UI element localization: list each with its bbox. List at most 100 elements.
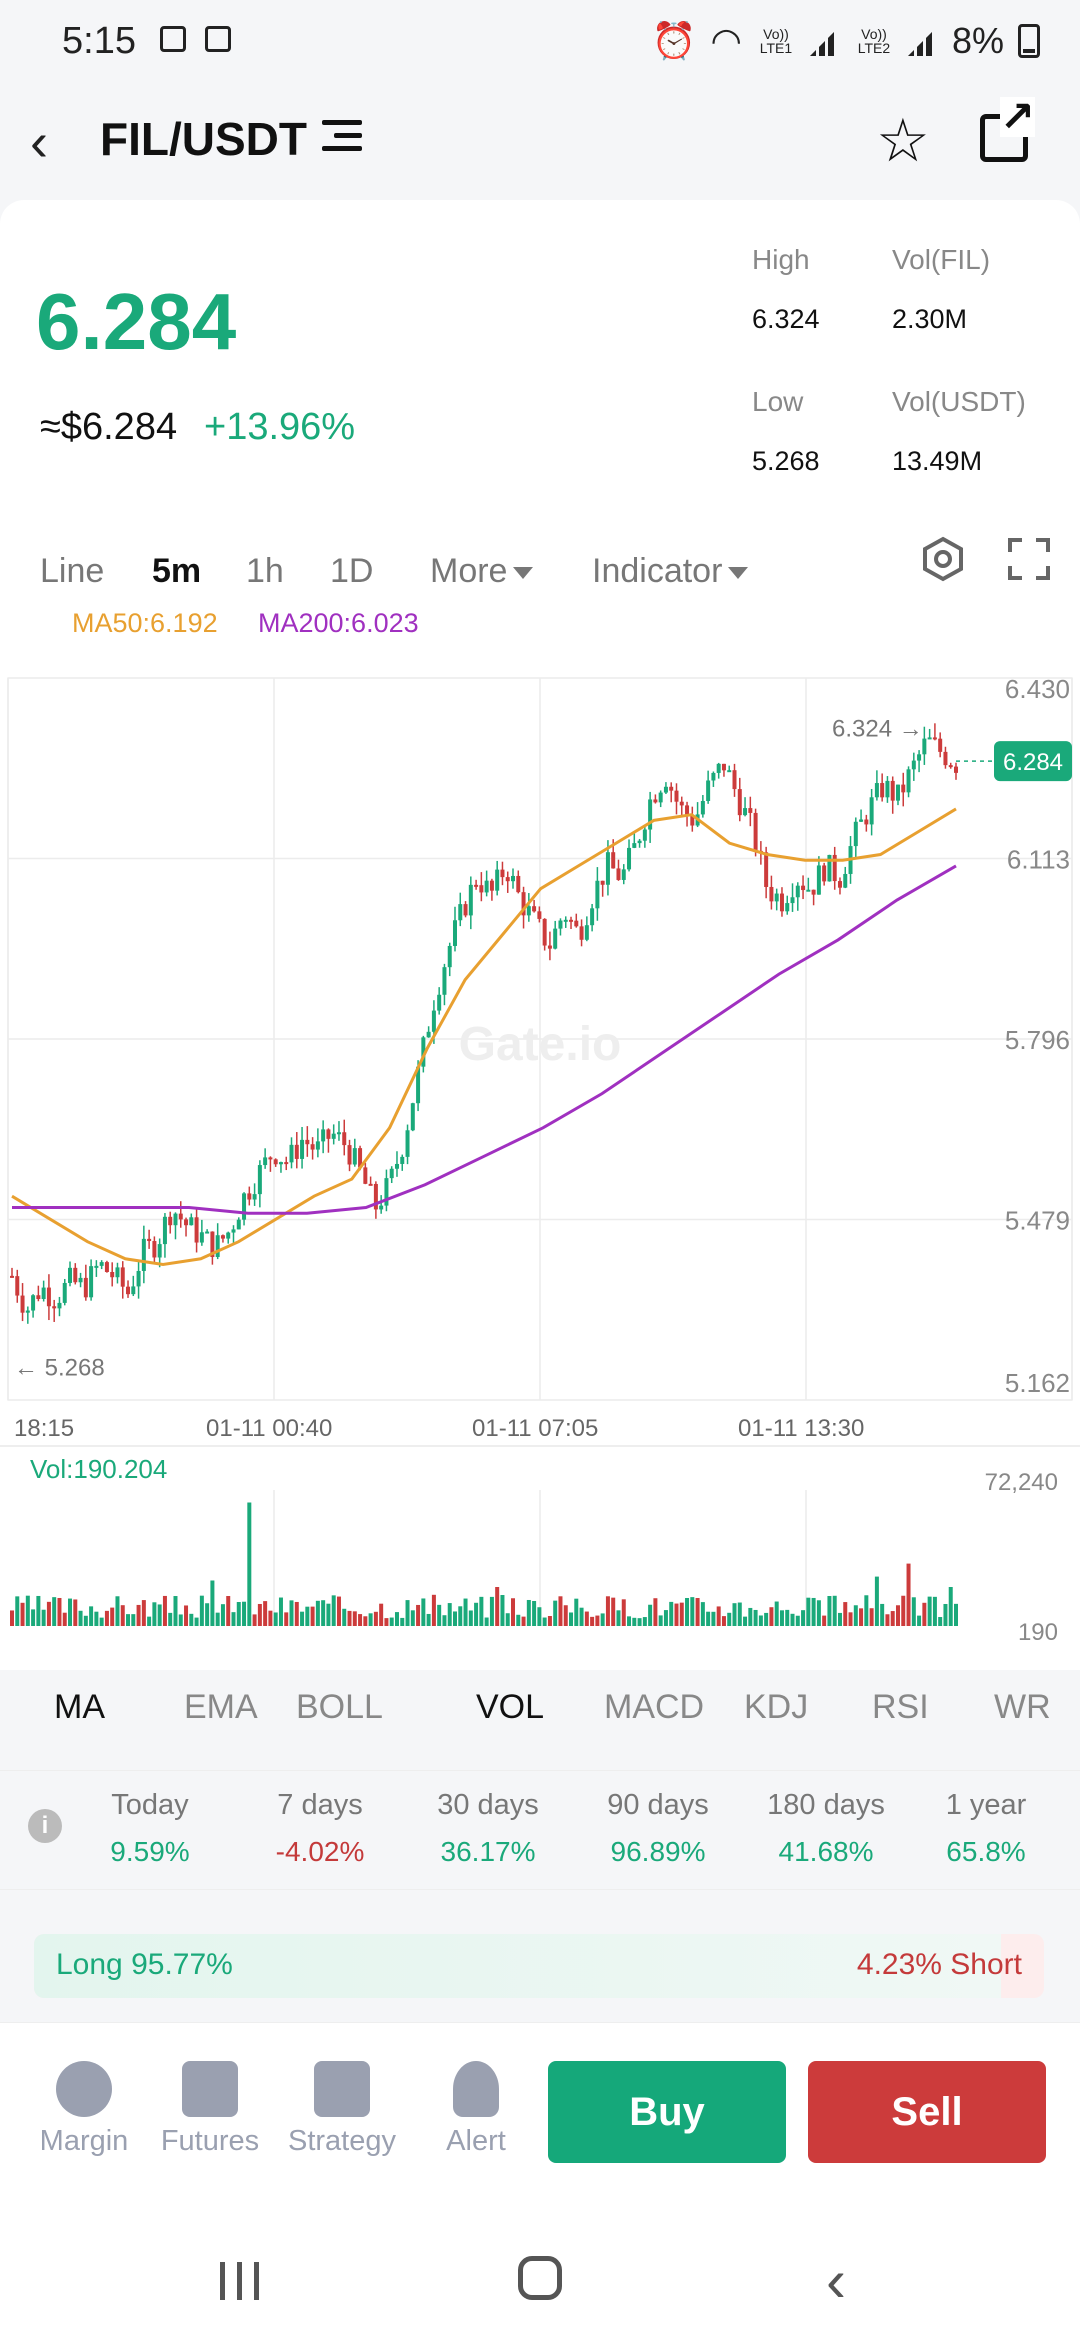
tab-1d[interactable]: 1D [330, 552, 374, 590]
alert-button[interactable]: Alert [416, 2061, 536, 2158]
perf-value: 65.8% [946, 1836, 1026, 1867]
indicator-ema[interactable]: EMA [184, 1688, 258, 1726]
pair-menu-icon[interactable] [322, 120, 362, 156]
perf-30d: 30 days 36.17% [408, 1789, 568, 1868]
volume-bar [162, 1595, 167, 1626]
sim1-label: Vo)) LTE1 [759, 26, 793, 56]
volume-bar [511, 1598, 516, 1626]
favorite-star-icon[interactable]: ☆ [876, 107, 930, 174]
volume-bar [189, 1613, 194, 1626]
candle-body [410, 1103, 415, 1131]
candle-body [147, 1238, 152, 1242]
futures-button[interactable]: Futures [150, 2061, 270, 2158]
sell-button[interactable]: Sell [808, 2061, 1046, 2163]
buy-button[interactable]: Buy [548, 2061, 786, 2163]
system-navigation: ‹ [0, 2182, 1080, 2340]
volume-bar [753, 1609, 758, 1626]
chart-settings-icon[interactable] [920, 536, 966, 582]
fullscreen-icon[interactable] [1006, 536, 1052, 582]
pair-title[interactable]: FIL/USDT [100, 113, 307, 165]
volume-label: Vol:190.204 [30, 1454, 167, 1484]
candle-body [342, 1132, 347, 1146]
volume-bar [257, 1603, 262, 1626]
tab-more[interactable]: More [430, 552, 534, 591]
volume-bar [263, 1601, 268, 1626]
volume-bar [927, 1596, 932, 1626]
candle-body [732, 770, 737, 790]
volume-bar [653, 1598, 658, 1626]
volume-bar [769, 1607, 774, 1626]
volume-bar [110, 1607, 115, 1626]
volume-bar [605, 1596, 610, 1626]
tab-5m[interactable]: 5m [152, 552, 202, 590]
perf-90d: 90 days 96.89% [578, 1789, 738, 1868]
volume-bar [252, 1614, 257, 1626]
candle-body [284, 1162, 289, 1165]
volume-bar [948, 1587, 953, 1626]
candle-body [416, 1066, 421, 1104]
sim2-label: Vo)) LTE2 [857, 26, 891, 56]
candle-body [890, 780, 895, 801]
volume-bar [479, 1596, 484, 1626]
indicator-ma[interactable]: MA [54, 1688, 105, 1726]
candle-body [57, 1302, 62, 1309]
vol-usdt-label: Vol(USDT) [892, 386, 1026, 417]
volume-bar [642, 1617, 647, 1626]
candle-body [737, 789, 742, 816]
back-arrow-icon[interactable]: ‹ [30, 112, 48, 172]
volume-bar [743, 1616, 748, 1626]
candle-body [315, 1141, 320, 1150]
candle-body [563, 919, 568, 922]
tab-line[interactable]: Line [40, 552, 105, 590]
candle-body [806, 889, 811, 892]
candle-body [901, 784, 906, 793]
recent-apps-icon[interactable] [220, 2262, 262, 2300]
candle-body [716, 763, 721, 773]
candle-body [932, 737, 937, 740]
perf-label: 1 year [945, 1789, 1027, 1821]
candle-body [943, 751, 948, 766]
home-icon[interactable] [518, 2256, 562, 2300]
strategy-button[interactable]: Strategy [282, 2061, 402, 2158]
candle-body [421, 1037, 426, 1067]
low-label: Low [752, 386, 804, 417]
volume-bar [721, 1616, 726, 1626]
price-chart[interactable]: 6.430 6.113 5.796 5.479 5.162 18:15 01-11 00:4… [0, 660, 1080, 1660]
indicator-kdj[interactable]: KDJ [744, 1688, 809, 1726]
candle-body [152, 1241, 157, 1258]
share-icon[interactable] [980, 97, 1035, 162]
volume-bar [36, 1595, 41, 1626]
volume-bar [716, 1606, 721, 1626]
volume-bar [136, 1604, 141, 1626]
info-icon[interactable]: i [28, 1809, 62, 1843]
candle-body [663, 786, 668, 793]
candle-body [500, 869, 505, 878]
margin-button[interactable]: Margin [24, 2061, 144, 2158]
volume-bar [880, 1603, 885, 1626]
volume-bar [78, 1610, 83, 1626]
indicator-vol[interactable]: VOL [476, 1688, 545, 1726]
candle-body [595, 880, 600, 909]
volume-bar [758, 1615, 763, 1626]
indicator-wr[interactable]: WR [994, 1688, 1051, 1726]
indicator-rsi[interactable]: RSI [872, 1688, 929, 1726]
volume-bar [737, 1602, 742, 1626]
perf-label: 30 days [437, 1789, 539, 1821]
candle-body [558, 920, 563, 929]
volume-bar [764, 1612, 769, 1626]
indicator-macd[interactable]: MACD [604, 1688, 705, 1726]
high-value: 6.324 [752, 304, 820, 334]
tab-1h[interactable]: 1h [246, 552, 284, 590]
volume-bar [906, 1563, 911, 1626]
tab-indicator[interactable]: Indicator [592, 552, 749, 591]
volume-bar [205, 1603, 210, 1626]
volume-bar [352, 1611, 357, 1626]
candle-body [653, 799, 658, 803]
high-label: High [752, 244, 810, 275]
x-tick-label: 01-11 00:40 [206, 1415, 332, 1442]
y-tick-label: 5.796 [1005, 1025, 1070, 1055]
volume-bar [168, 1612, 173, 1626]
candle-body [874, 783, 879, 798]
indicator-boll[interactable]: BOLL [296, 1688, 383, 1726]
system-back-icon[interactable]: ‹ [826, 2247, 846, 2314]
